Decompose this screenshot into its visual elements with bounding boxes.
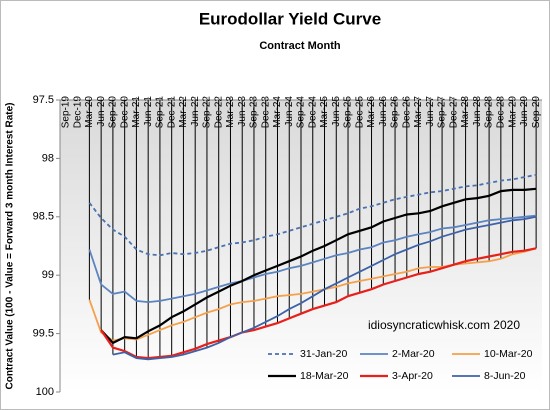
x-axis-title: Contract Month xyxy=(259,40,341,52)
y-tick-label: 98.5 xyxy=(33,211,54,223)
x-tick-label: Dec-19 xyxy=(72,96,83,129)
y-tick-label: 99.5 xyxy=(33,328,54,340)
series-line xyxy=(88,214,537,304)
legend-label: 3-Apr-20 xyxy=(392,370,433,382)
series-line xyxy=(88,173,537,257)
chart-title: Eurodollar Yield Curve xyxy=(199,9,381,28)
x-tick-label: Sep-19 xyxy=(61,96,72,129)
series-line xyxy=(112,215,537,361)
legend-label: 2-Mar-20 xyxy=(392,348,435,360)
y-axis-title: Contract Value (100 - Value = Forward 3 … xyxy=(5,102,16,389)
series-line xyxy=(88,247,537,342)
series-line xyxy=(100,247,537,360)
legend-label: 8-Jun-20 xyxy=(484,370,526,382)
legend-label: 10-Mar-20 xyxy=(484,348,533,360)
y-tick-label: 98 xyxy=(42,152,54,164)
legend-label: 18-Mar-20 xyxy=(300,370,349,382)
annotation: idiosyncraticwhisk.com 2020 xyxy=(368,318,520,332)
y-tick-label: 97.5 xyxy=(33,94,54,106)
y-tick-label: 100 xyxy=(36,386,54,398)
series-line xyxy=(100,187,537,345)
y-tick-label: 99 xyxy=(42,269,54,281)
legend-label: 31-Jan-20 xyxy=(300,348,347,360)
